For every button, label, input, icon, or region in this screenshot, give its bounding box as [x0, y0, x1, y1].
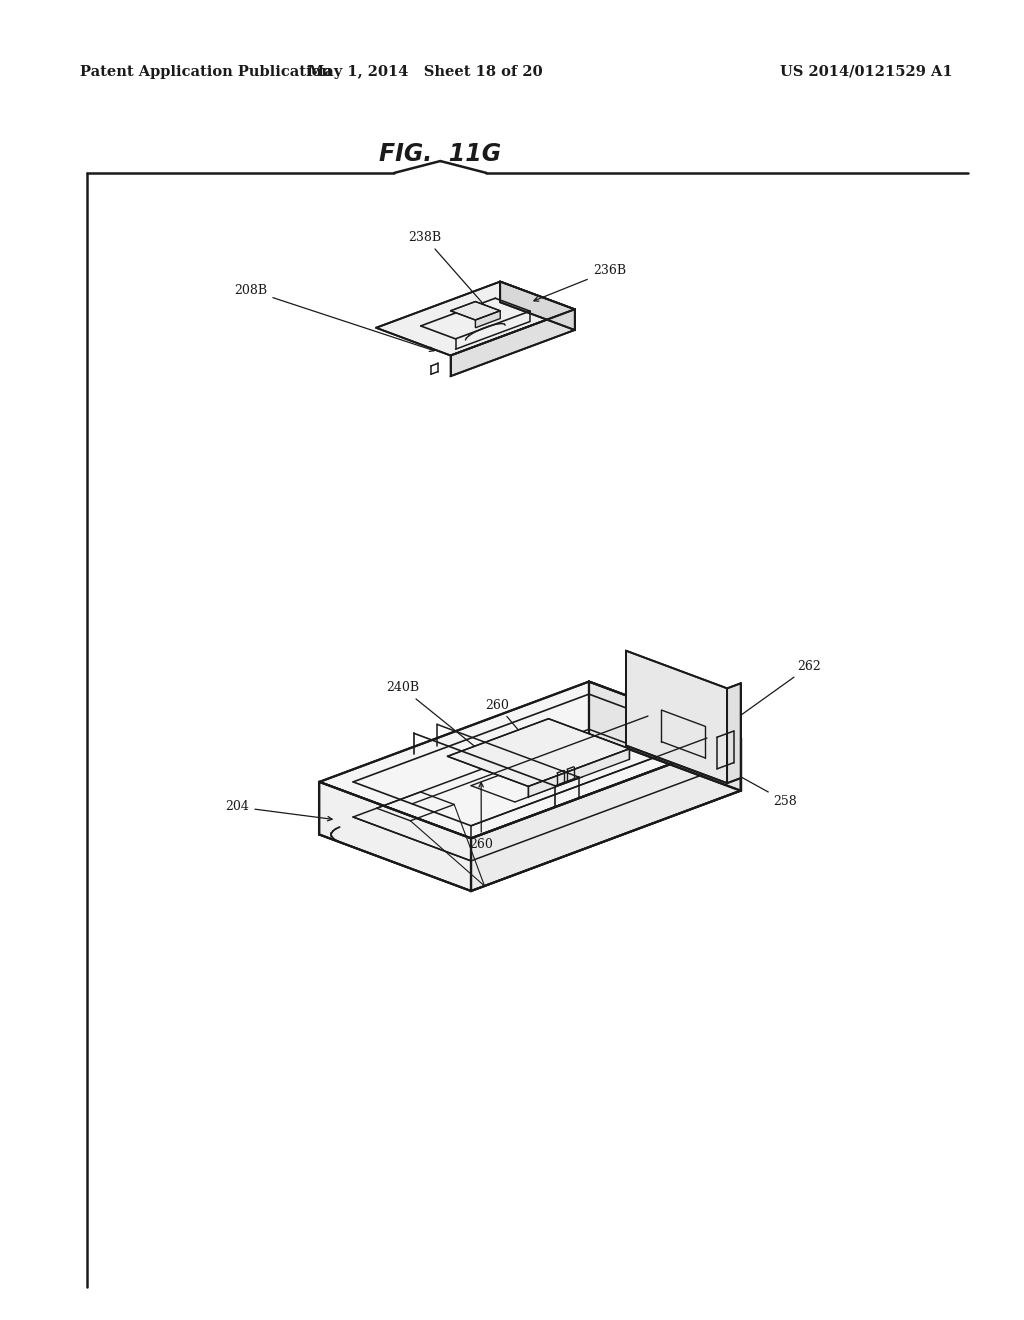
Polygon shape — [475, 310, 500, 327]
Polygon shape — [447, 718, 630, 787]
Polygon shape — [626, 651, 727, 783]
Polygon shape — [500, 281, 574, 330]
Text: 260: 260 — [485, 698, 556, 775]
Polygon shape — [727, 684, 740, 783]
Text: Patent Application Publication: Patent Application Publication — [80, 65, 332, 79]
Text: 260: 260 — [469, 783, 494, 850]
Polygon shape — [471, 738, 740, 891]
Text: FIG.  11G: FIG. 11G — [379, 143, 502, 166]
Text: 238B: 238B — [409, 231, 490, 312]
Polygon shape — [451, 301, 500, 319]
Polygon shape — [319, 781, 471, 891]
Polygon shape — [451, 309, 574, 376]
Text: 240B: 240B — [386, 681, 502, 768]
Polygon shape — [319, 681, 740, 838]
Text: 236B: 236B — [534, 264, 626, 301]
Polygon shape — [376, 281, 574, 355]
Text: 262: 262 — [721, 660, 821, 730]
Text: 204: 204 — [225, 800, 332, 821]
Polygon shape — [589, 681, 740, 791]
Text: US 2014/0121529 A1: US 2014/0121529 A1 — [779, 65, 952, 79]
Text: 258: 258 — [718, 764, 798, 808]
Text: 208B: 208B — [234, 284, 434, 351]
Polygon shape — [528, 748, 630, 797]
Text: May 1, 2014   Sheet 18 of 20: May 1, 2014 Sheet 18 of 20 — [307, 65, 543, 79]
